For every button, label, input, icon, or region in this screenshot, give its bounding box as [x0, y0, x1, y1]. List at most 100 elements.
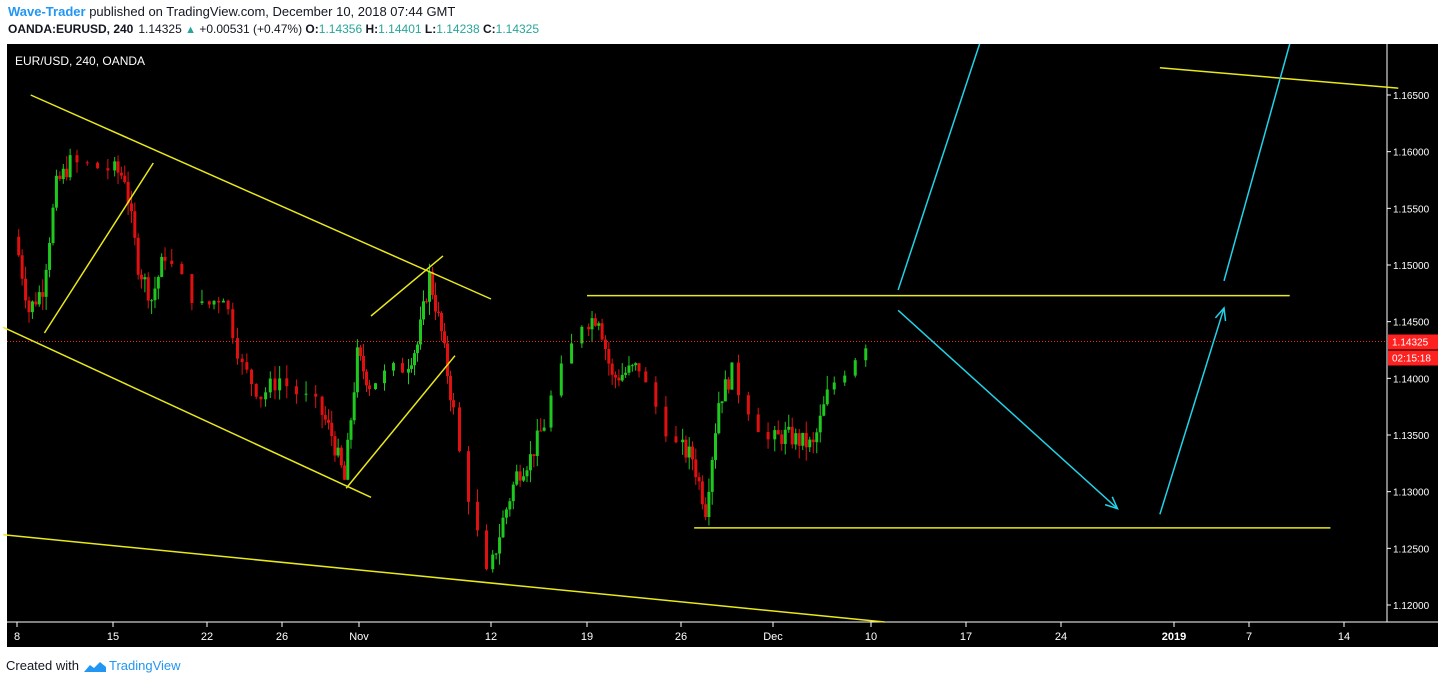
candle-body — [780, 434, 784, 444]
trendline — [370, 255, 444, 317]
candle-body — [508, 501, 512, 510]
candle-body — [362, 356, 365, 372]
high-value: 1.14401 — [378, 22, 422, 36]
drawings-layer — [2, 44, 1399, 623]
candle-body — [714, 433, 717, 460]
candle-body — [146, 277, 150, 301]
candle-body — [600, 323, 604, 340]
candle-body — [440, 312, 443, 332]
price-axis[interactable] — [1387, 44, 1438, 622]
candle-body — [190, 274, 194, 303]
candle-body — [346, 439, 350, 480]
candle-body — [37, 292, 41, 305]
candle-body — [720, 401, 724, 404]
candle-body — [511, 484, 515, 502]
candle-body — [323, 414, 327, 420]
candle-body — [532, 454, 536, 456]
candle-body — [539, 430, 543, 432]
candle-body — [136, 237, 140, 275]
candle-body — [140, 274, 144, 280]
x-tick-label: 12 — [485, 631, 497, 643]
x-tick-label: 7 — [1246, 631, 1252, 643]
candle-body — [727, 379, 731, 390]
candle-body — [811, 439, 815, 443]
plot-area[interactable] — [7, 44, 1387, 622]
candle-body — [304, 393, 308, 395]
candle-body — [113, 161, 117, 171]
up-triangle-icon: ▲ — [185, 24, 196, 36]
y-tick-label: 1.15500 — [1393, 204, 1430, 215]
y-axis-ticks: 1.16500 1.16000 1.15500 1.15000 1.14500 1.140… — [1387, 91, 1430, 612]
last-price: 1.14325 — [138, 22, 182, 36]
candle-body — [437, 311, 440, 313]
candle-body — [320, 396, 324, 415]
candle-body — [368, 385, 371, 390]
tradingview-link[interactable]: TradingView — [108, 658, 181, 673]
countdown-tag — [1388, 350, 1438, 366]
tradingview-logo-icon — [83, 661, 106, 672]
candle-body — [333, 436, 337, 456]
candle-body — [694, 459, 698, 478]
candle-body — [864, 348, 868, 361]
candle-body — [790, 426, 794, 445]
candle-body — [570, 343, 574, 364]
candle-body — [644, 371, 648, 383]
candle-body — [843, 375, 847, 383]
high-label: H: — [365, 22, 379, 36]
candle-body — [617, 377, 621, 381]
y-tick-label: 1.14500 — [1393, 318, 1430, 329]
candle-body — [106, 168, 110, 171]
candle-body — [150, 300, 154, 302]
candle-body — [525, 470, 529, 477]
candle-body — [620, 374, 624, 381]
y-tick-label: 1.13000 — [1393, 488, 1430, 499]
candle-body — [180, 263, 184, 275]
candle-body — [449, 376, 452, 401]
candle-body — [401, 363, 404, 373]
candle-body — [746, 395, 750, 415]
y-tick-label: 1.15000 — [1393, 261, 1430, 272]
candle-body — [458, 407, 461, 452]
candle-body — [607, 348, 611, 364]
candle-body — [34, 301, 38, 305]
low-label: L: — [424, 22, 437, 36]
candle-body — [822, 404, 826, 416]
axis-corner — [1387, 622, 1438, 647]
candle-body — [416, 344, 419, 354]
candle-body — [664, 406, 668, 437]
x-tick-label: 2019 — [1162, 631, 1186, 643]
candle-body — [410, 365, 413, 369]
candle-body — [116, 161, 120, 173]
candle-body — [504, 509, 508, 518]
time-axis[interactable] — [7, 622, 1387, 647]
candle-body — [452, 400, 455, 408]
candle-body — [710, 459, 714, 492]
open-label: O: — [305, 22, 319, 36]
candle-body — [467, 451, 470, 502]
candle-body — [776, 430, 780, 435]
candle-body — [528, 454, 532, 471]
candle-body — [240, 358, 244, 363]
candle-body — [603, 339, 607, 349]
candle-body — [250, 369, 254, 385]
trendline — [2, 326, 372, 499]
candle-body — [804, 432, 808, 448]
x-tick-label: 26 — [276, 631, 288, 643]
candle-body — [797, 433, 801, 446]
candle-body — [75, 155, 79, 163]
price-chart[interactable]: 1.16500 1.16000 1.15500 1.15000 1.14500 1.140… — [0, 44, 1444, 652]
candle-body — [359, 347, 362, 357]
candle-body — [365, 371, 368, 386]
x-tick-label: 22 — [201, 631, 213, 643]
candle-body — [630, 365, 634, 367]
candle-body — [231, 309, 235, 339]
candle-body — [330, 422, 334, 437]
candle-body — [54, 175, 58, 208]
author-link[interactable]: Wave-Trader — [8, 4, 86, 19]
y-tick-label: 1.13500 — [1393, 431, 1430, 442]
candle-body — [818, 415, 822, 433]
candle-body — [123, 175, 127, 182]
candle-body — [200, 301, 204, 303]
candle-body — [17, 236, 21, 256]
y-tick-label: 1.12000 — [1393, 601, 1430, 612]
